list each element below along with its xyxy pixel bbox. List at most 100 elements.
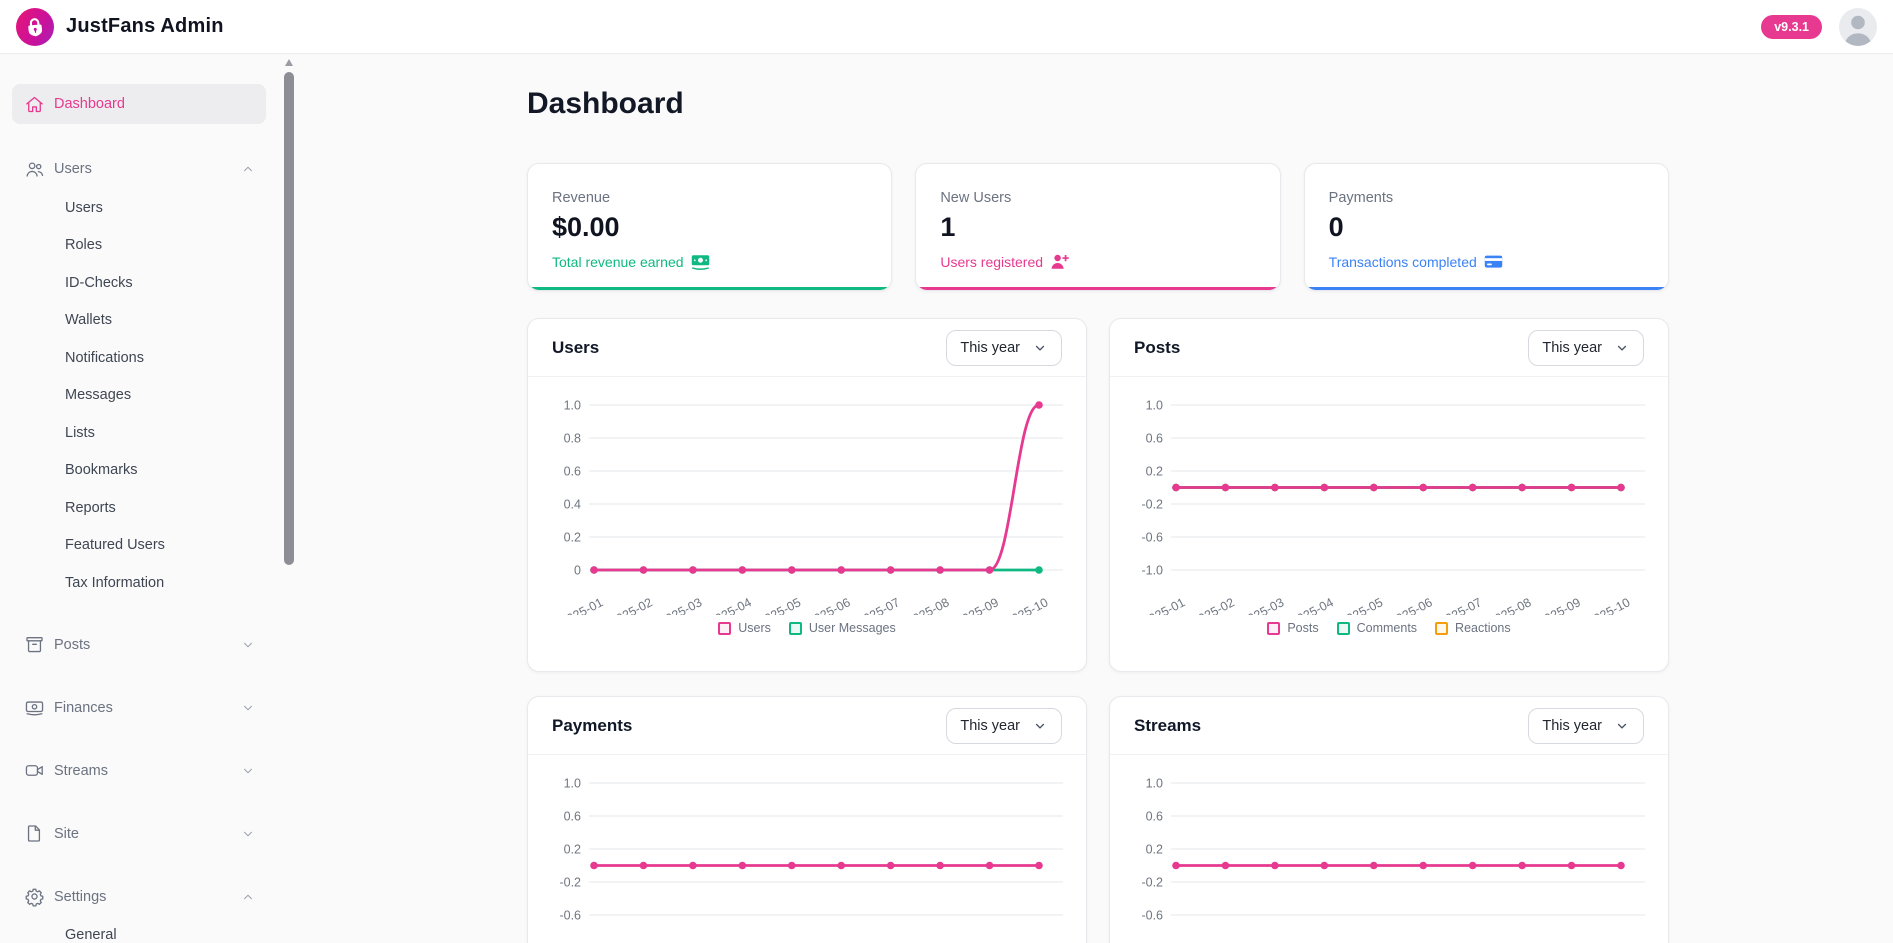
chart-legend: Users User Messages (552, 621, 1062, 635)
avatar-person-icon (1839, 8, 1877, 46)
period-select-value: This year (1542, 718, 1602, 734)
svg-text:2025-08: 2025-08 (1486, 595, 1533, 615)
chevron-up-icon (240, 161, 256, 177)
legend-item-comments[interactable]: Comments (1337, 621, 1417, 635)
chart-legend: Posts Comments Reactions (1134, 621, 1644, 635)
period-select[interactable]: This year (946, 708, 1062, 744)
chevron-down-icon (1032, 340, 1048, 356)
svg-text:2025-09: 2025-09 (1536, 595, 1583, 615)
stat-label: New Users (940, 190, 1255, 206)
svg-text:1.0: 1.0 (1146, 399, 1163, 413)
chart-canvas: 1.00.80.60.40.202025-012025-022025-03202… (552, 377, 1063, 615)
chevron-down-icon (240, 826, 256, 842)
chart-card-posts: Posts This year 1.00.60.2-0.2-0.6-1.0202… (1109, 318, 1669, 672)
sidebar: DashboardUsersUsersRolesID-ChecksWallets… (0, 54, 296, 943)
legend-item-users[interactable]: Users (718, 621, 771, 635)
sidebar-item-dashboard[interactable]: Dashboard (12, 84, 266, 124)
sidebar-subitem-notifications[interactable]: Notifications (12, 339, 266, 377)
sidebar-item-finances[interactable]: Finances (12, 688, 266, 728)
sidebar-item-settings[interactable]: Settings (12, 877, 266, 917)
svg-text:2025-07: 2025-07 (855, 595, 902, 615)
archive-icon (24, 634, 45, 655)
legend-item-user-messages[interactable]: User Messages (789, 621, 896, 635)
sidebar-subitem-lists[interactable]: Lists (12, 414, 266, 452)
svg-text:-0.2: -0.2 (1141, 876, 1163, 890)
period-select-value: This year (1542, 340, 1602, 356)
sidebar-scrollbar[interactable] (283, 54, 295, 943)
chart-card-streams: Streams This year 1.00.60.2-0.2-0.6-1.02… (1109, 696, 1669, 943)
svg-text:-0.6: -0.6 (1141, 531, 1163, 545)
svg-text:2025-07: 2025-07 (1437, 595, 1484, 615)
stat-footer-text: Transactions completed (1329, 254, 1477, 270)
sidebar-subitem-roles[interactable]: Roles (12, 227, 266, 265)
svg-text:2025-02: 2025-02 (608, 595, 655, 615)
period-select[interactable]: This year (1528, 708, 1644, 744)
chevron-up-icon (240, 889, 256, 905)
sidebar-subitem-reports[interactable]: Reports (12, 489, 266, 527)
legend-swatch (1435, 622, 1448, 635)
sidebar-item-streams[interactable]: Streams (12, 751, 266, 791)
sidebar-item-label: Site (54, 826, 231, 842)
svg-text:2025-10: 2025-10 (1585, 595, 1632, 615)
stat-value: 1 (940, 212, 1255, 243)
stat-cards-row: Revenue $0.00 Total revenue earned (527, 163, 1669, 291)
sidebar-item-site[interactable]: Site (12, 814, 266, 854)
svg-text:2025-06: 2025-06 (1388, 595, 1435, 615)
chart-title: Streams (1134, 716, 1201, 736)
sidebar-subitem-id-checks[interactable]: ID-Checks (12, 264, 266, 302)
chart-title: Users (552, 338, 599, 358)
svg-text:0.6: 0.6 (564, 465, 581, 479)
chart-canvas: 1.00.60.2-0.2-0.6-1.02025-012025-022025-… (1134, 377, 1645, 615)
sidebar-subitem-wallets[interactable]: Wallets (12, 302, 266, 340)
svg-text:1.0: 1.0 (1146, 777, 1163, 791)
user-avatar[interactable] (1839, 8, 1877, 46)
sidebar-subitem-featured-users[interactable]: Featured Users (12, 527, 266, 565)
video-camera-icon (24, 760, 45, 781)
period-select[interactable]: This year (946, 330, 1062, 366)
svg-text:-1.0: -1.0 (1141, 564, 1163, 578)
top-header: JustFans Admin v9.3.1 (0, 0, 1893, 54)
legend-label: User Messages (809, 621, 896, 635)
sidebar-item-posts[interactable]: Posts (12, 625, 266, 665)
app-logo (16, 8, 54, 46)
sidebar-item-label: Dashboard (54, 96, 256, 112)
sidebar-subitem-tax-information[interactable]: Tax Information (12, 564, 266, 602)
sidebar-item-label: Users (54, 161, 231, 177)
svg-text:-0.6: -0.6 (559, 909, 581, 923)
sidebar-item-label: Settings (54, 889, 231, 905)
legend-label: Comments (1357, 621, 1417, 635)
stat-accent-bar (528, 287, 891, 290)
stat-value: $0.00 (552, 212, 867, 243)
svg-text:2025-03: 2025-03 (1239, 595, 1286, 615)
svg-text:2025-09: 2025-09 (954, 595, 1001, 615)
chart-cards-grid: Users This year 1.00.80.60.40.202025-012… (527, 318, 1669, 943)
sidebar-subitem-bookmarks[interactable]: Bookmarks (12, 452, 266, 490)
svg-text:0.2: 0.2 (564, 843, 581, 857)
chevron-down-icon (240, 700, 256, 716)
chart-card-payments: Payments This year 1.00.60.2-0.2-0.6-1.0… (527, 696, 1087, 943)
sidebar-subitem-messages[interactable]: Messages (12, 377, 266, 415)
sidebar-item-label: Posts (54, 637, 231, 653)
legend-swatch (718, 622, 731, 635)
credit-card-icon (1484, 252, 1503, 271)
sidebar-subitem-users[interactable]: Users (12, 189, 266, 227)
scrollbar-thumb[interactable] (284, 72, 294, 565)
sidebar-item-users[interactable]: Users (12, 149, 266, 189)
svg-text:0.6: 0.6 (1146, 810, 1163, 824)
svg-text:1.0: 1.0 (564, 777, 581, 791)
stat-accent-bar (916, 287, 1279, 290)
legend-item-posts[interactable]: Posts (1267, 621, 1318, 635)
scrollbar-up-arrow-icon[interactable] (285, 59, 293, 66)
svg-text:1.0: 1.0 (564, 399, 581, 413)
legend-swatch (1337, 622, 1350, 635)
legend-label: Users (738, 621, 771, 635)
sidebar-item-label: Finances (54, 700, 231, 716)
main-content: Dashboard Revenue $0.00 Total revenue ea… (296, 54, 1893, 943)
stat-footer-text: Total revenue earned (552, 254, 684, 270)
chart-body: 1.00.80.60.40.202025-012025-022025-03202… (528, 377, 1086, 643)
period-select[interactable]: This year (1528, 330, 1644, 366)
sidebar-subitem-general[interactable]: General (12, 917, 266, 943)
legend-item-reactions[interactable]: Reactions (1435, 621, 1511, 635)
stat-card-revenue: Revenue $0.00 Total revenue earned (527, 163, 892, 291)
stat-card-new-users: New Users 1 Users registered (915, 163, 1280, 291)
